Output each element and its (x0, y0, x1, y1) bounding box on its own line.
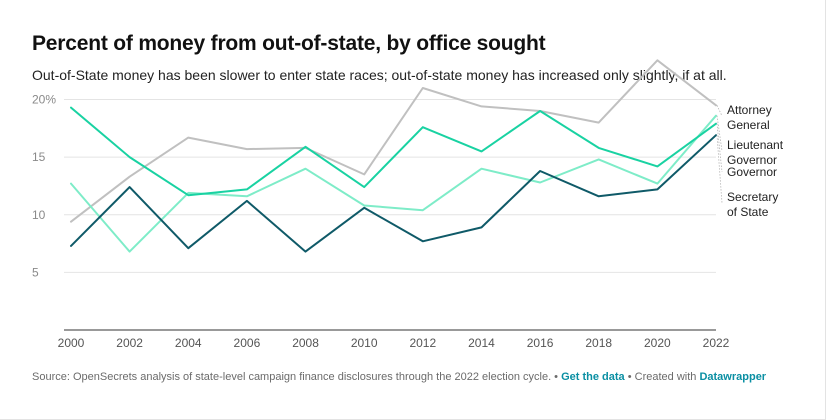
series-line-lieutenant-governor (70, 114, 717, 253)
x-tick-label: 2000 (58, 336, 85, 350)
x-tick-label: 2022 (703, 336, 730, 350)
x-tick-label: 2018 (585, 336, 612, 350)
x-tick-label: 2006 (234, 336, 261, 350)
series-label: Lieutenant Governor (727, 138, 784, 167)
x-tick-label: 2014 (468, 336, 495, 350)
axis-layer: 5 10 15 20% 2000 2002 2004 2006 2008 2010 2012 2014… (32, 93, 730, 350)
footer: Source: OpenSecrets analysis of state-le… (32, 371, 766, 383)
series-line-governor (70, 106, 717, 197)
y-tick-label: 15 (32, 150, 46, 164)
series-label-line: Governor (727, 165, 777, 179)
source-note: Source: OpenSecrets analysis of state-le… (32, 371, 552, 383)
series-label-line: of State (727, 205, 769, 219)
y-tick-label: 10 (32, 208, 46, 222)
series-label: Governor (727, 165, 777, 179)
footer-separator: • (551, 371, 562, 383)
x-tick-label: 2008 (292, 336, 319, 350)
x-tick-label: 2016 (527, 336, 554, 350)
x-tick-label: 2002 (116, 336, 143, 350)
series-label: Secretary of State (727, 190, 778, 219)
label-leader (716, 105, 723, 117)
footer-created-with: • Created with (624, 371, 700, 383)
get-the-data-link[interactable]: Get the data (561, 371, 625, 383)
series-line-attorney-general (70, 59, 717, 223)
series-label-line: Governor (727, 153, 777, 167)
series-line-secretary-of-state (70, 134, 717, 253)
x-tick-label: 2010 (351, 336, 378, 350)
series-label-line: Attorney (727, 103, 772, 117)
chart-subtitle: Out-of-State money has been slower to en… (32, 67, 727, 83)
series-label-line: General (727, 118, 770, 132)
label-leader (716, 135, 723, 204)
x-tick-label: 2004 (175, 336, 202, 350)
series-label: Attorney General (727, 103, 772, 132)
series-label-line: Secretary (727, 190, 778, 204)
series-label-line: Lieutenant (727, 138, 784, 152)
x-tick-label: 2012 (409, 336, 436, 350)
chart-title: Percent of money from out-of-state, by o… (32, 32, 546, 55)
datawrapper-link[interactable]: Datawrapper (699, 371, 767, 383)
grid-layer (64, 99, 716, 273)
label-leader (716, 123, 723, 173)
y-tick-label: 20% (32, 93, 56, 107)
series-layer (70, 59, 717, 253)
x-tick-label: 2020 (644, 336, 671, 350)
y-tick-label: 5 (32, 265, 39, 279)
